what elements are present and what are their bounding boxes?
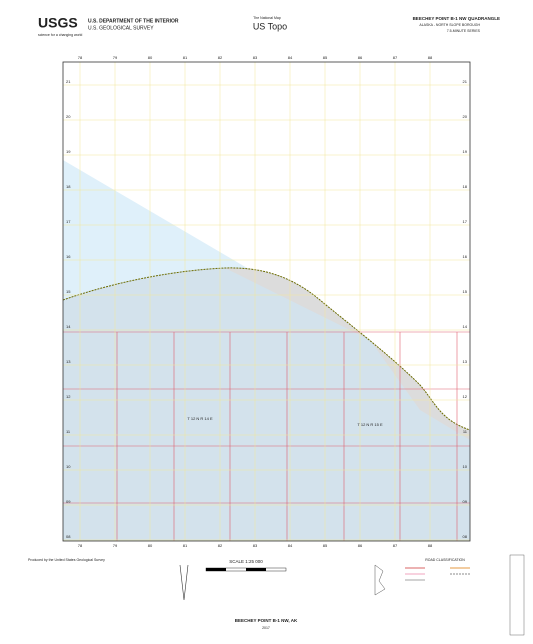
state: ALASKA - NORTH SLOPE BOROUGH <box>419 23 480 27</box>
map-body: 78 78 79 79 80 80 81 81 82 82 83 83 84 84 85 85 86 86 87 87… <box>62 55 471 548</box>
township-label: T 12 N R 14 E <box>187 416 213 421</box>
product-tagline: The National Map <box>253 16 281 20</box>
easting-label: 81 <box>183 55 188 60</box>
scale-bar-segment <box>246 568 266 571</box>
land <box>63 267 470 541</box>
section-grid <box>63 331 470 541</box>
northing-label: 20 <box>66 114 71 119</box>
series: 7.5-MINUTE SERIES <box>447 29 481 33</box>
producer: Produced by the United States Geological… <box>28 558 105 562</box>
road-legend <box>405 567 470 581</box>
scale-bar <box>205 567 287 572</box>
easting-label: 87 <box>393 543 398 548</box>
easting-label: 84 <box>288 55 293 60</box>
northing-label: 19 <box>66 149 71 154</box>
north-arrow <box>179 564 189 601</box>
northing-label: 13 <box>66 359 71 364</box>
survey: U.S. GEOLOGICAL SURVEY <box>88 25 154 31</box>
easting-label: 87 <box>393 55 398 60</box>
northing-label: 11 <box>66 429 71 434</box>
northing-label: 11 <box>463 429 468 434</box>
utm-grid: 78 78 79 79 80 80 81 81 82 82 83 83 84 84 85 85 86 86 87 87… <box>63 55 470 548</box>
easting-label: 79 <box>113 543 118 548</box>
northing-label: 08 <box>66 534 71 539</box>
easting-label: 86 <box>358 543 363 548</box>
quad-title: BEECHEY POINT B-1 NW QUADRANGLE <box>413 16 500 21</box>
easting-label: 81 <box>183 543 188 548</box>
easting-label: 83 <box>253 543 258 548</box>
easting-label: 85 <box>323 55 328 60</box>
easting-label: 82 <box>218 55 223 60</box>
coastline-road <box>62 267 471 431</box>
easting-label: 83 <box>253 55 258 60</box>
northing-label: 10 <box>66 464 71 469</box>
northing-label: 14 <box>463 324 468 329</box>
northing-label: 15 <box>66 289 71 294</box>
easting-label: 78 <box>78 543 83 548</box>
usgs-tagline: science for a changing world <box>38 33 82 37</box>
northing-label: 20 <box>463 114 468 119</box>
northing-label: 19 <box>463 149 468 154</box>
scale: SCALE 1:25 000 <box>229 559 263 564</box>
northing-label: 16 <box>463 254 468 259</box>
northing-label: 09 <box>463 499 468 504</box>
northing-label: 21 <box>463 79 468 84</box>
northing-label: 16 <box>66 254 71 259</box>
map-neatline <box>62 61 471 542</box>
township-label: T 12 N R 15 E <box>357 422 383 427</box>
usgs-logo: USGS <box>38 15 78 31</box>
product: US Topo <box>253 21 287 31</box>
northing-label: 18 <box>66 184 71 189</box>
northing-label: 18 <box>463 184 468 189</box>
easting-label: 80 <box>148 543 153 548</box>
legend-title: ROAD CLASSIFICATION <box>425 558 465 562</box>
location-map <box>374 564 386 596</box>
easting-label: 88 <box>428 543 433 548</box>
easting-label: 86 <box>358 55 363 60</box>
northing-label: 17 <box>463 219 468 224</box>
easting-label: 80 <box>148 55 153 60</box>
easting-label: 82 <box>218 543 223 548</box>
barcode <box>509 554 525 636</box>
northing-label: 14 <box>66 324 71 329</box>
easting-label: 79 <box>113 55 118 60</box>
northing-label: 10 <box>463 464 468 469</box>
northing-label: 12 <box>66 394 71 399</box>
scale-bar-segment <box>206 568 226 571</box>
northing-label: 17 <box>66 219 71 224</box>
sand <box>225 267 470 440</box>
northing-label: 15 <box>463 289 468 294</box>
easting-label: 88 <box>428 55 433 60</box>
northing-label: 08 <box>463 534 468 539</box>
easting-label: 85 <box>323 543 328 548</box>
department: U.S. DEPARTMENT OF THE INTERIOR <box>88 18 179 24</box>
northing-label: 21 <box>66 79 71 84</box>
quad-name: BEECHEY POINT B-1 NW, AK <box>235 618 298 623</box>
year: 2017 <box>262 626 270 630</box>
northing-label: 09 <box>66 499 71 504</box>
northing-label: 13 <box>463 359 468 364</box>
easting-label: 78 <box>78 55 83 60</box>
easting-label: 84 <box>288 543 293 548</box>
northing-label: 12 <box>463 394 468 399</box>
